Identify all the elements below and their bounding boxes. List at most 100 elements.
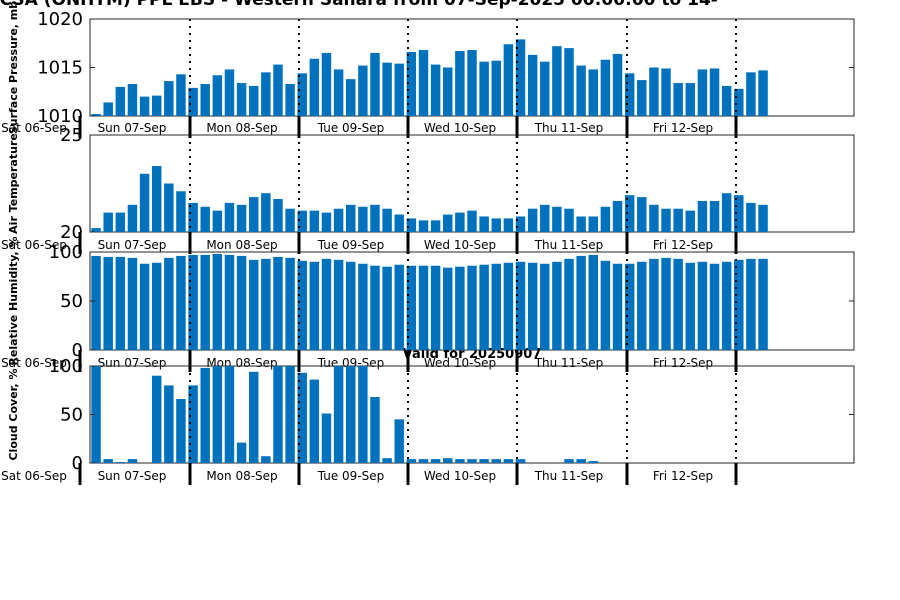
data-bar	[164, 81, 174, 116]
x-day-label: Mon 08-Sep	[206, 238, 277, 252]
data-bar	[673, 258, 683, 350]
data-bar	[236, 255, 247, 350]
data-bar	[600, 59, 611, 116]
data-bar	[261, 193, 271, 232]
x-day-label: Mon 08-Sep	[206, 469, 277, 483]
data-bar	[236, 83, 247, 116]
data-bar	[236, 442, 247, 463]
data-bar	[103, 459, 113, 463]
x-day-label: Tue 09-Sep	[317, 121, 385, 135]
y-axis-label: Relative Humidity, %	[7, 236, 20, 365]
data-bar	[418, 50, 429, 116]
y-axis-label: Air Temperature	[7, 133, 20, 234]
data-bar	[721, 261, 732, 350]
data-bar	[540, 204, 550, 232]
data-bar	[685, 83, 696, 116]
y-axis-label: Surface Pressure, mb	[7, 1, 20, 134]
data-bar	[309, 379, 320, 463]
data-bar	[734, 88, 744, 116]
data-bar	[382, 62, 392, 116]
x-day-label: Fri 12-Sep	[653, 238, 713, 252]
x-day-label: Sat 06-Sep	[1, 121, 67, 135]
data-bar	[285, 366, 295, 463]
data-bar	[540, 263, 550, 350]
data-bar	[333, 366, 344, 463]
x-day-label: Thu 11-Sep	[534, 469, 604, 483]
chart-title: ECSA (ONHTM) PPL EBS - Western Sahara fr…	[0, 0, 718, 10]
data-bar	[491, 263, 501, 350]
data-bar	[697, 69, 708, 116]
data-bar	[91, 255, 101, 350]
data-bar	[236, 204, 247, 232]
x-day-label: Fri 12-Sep	[653, 469, 713, 483]
data-bar	[346, 79, 356, 116]
data-bar	[455, 459, 465, 463]
data-bar	[661, 257, 671, 350]
data-bar	[649, 258, 659, 350]
data-bar	[721, 193, 732, 232]
data-bar	[164, 183, 174, 232]
data-bar	[709, 263, 720, 350]
data-bar	[394, 214, 404, 232]
data-bar	[455, 266, 465, 350]
data-bar	[600, 206, 611, 232]
data-bar	[406, 459, 417, 463]
data-bar	[139, 96, 150, 116]
chart-subtitle: Valid for 20250907	[403, 347, 542, 362]
data-bar	[430, 265, 441, 350]
data-bar	[612, 200, 623, 232]
data-bar	[467, 50, 477, 116]
data-bar	[576, 255, 586, 350]
data-bar	[127, 459, 138, 463]
data-bar	[758, 258, 768, 350]
data-bar	[212, 75, 223, 116]
y-tick-label: 0	[72, 340, 83, 361]
data-bar	[176, 74, 186, 116]
data-bar	[224, 202, 235, 232]
data-bar	[576, 459, 586, 463]
data-bar	[430, 220, 441, 232]
y-tick-label: 1015	[37, 58, 83, 79]
data-bar	[564, 258, 574, 350]
data-bar	[576, 216, 586, 232]
data-bar	[248, 259, 259, 350]
data-bar	[127, 204, 138, 232]
data-bar	[746, 72, 756, 116]
y-axis-label: Cloud Cover, %	[7, 368, 20, 460]
data-bar	[673, 208, 683, 232]
data-bar	[552, 261, 562, 350]
data-bar	[333, 69, 344, 116]
data-bar	[224, 69, 235, 116]
data-bar	[588, 254, 598, 350]
data-bar	[382, 458, 392, 463]
data-bar	[661, 68, 671, 116]
data-bar	[758, 204, 768, 232]
y-tick-label: 25	[60, 125, 83, 146]
data-bar	[151, 262, 162, 350]
x-day-label: Sun 07-Sep	[98, 121, 167, 135]
data-bar	[285, 208, 295, 232]
data-bar	[734, 195, 744, 232]
data-bar	[333, 259, 344, 350]
data-bar	[200, 206, 210, 232]
data-bar	[115, 86, 126, 116]
x-day-label: Thu 11-Sep	[534, 121, 604, 135]
x-day-label: Thu 11-Sep	[534, 356, 604, 370]
data-bar	[309, 58, 320, 116]
data-bar	[503, 459, 514, 463]
data-bar	[224, 366, 235, 463]
data-bar	[697, 200, 708, 232]
x-day-label: Wed 10-Sep	[424, 238, 496, 252]
data-bar	[151, 166, 162, 232]
data-bar	[188, 254, 198, 350]
data-bar	[564, 459, 574, 463]
data-bar	[418, 265, 429, 350]
data-bar	[248, 371, 259, 463]
data-bar	[406, 265, 417, 350]
data-bar	[685, 262, 696, 350]
data-bar	[467, 459, 477, 463]
y-tick-label: 0	[72, 453, 83, 474]
data-bar	[321, 52, 332, 116]
data-bar	[418, 220, 429, 232]
